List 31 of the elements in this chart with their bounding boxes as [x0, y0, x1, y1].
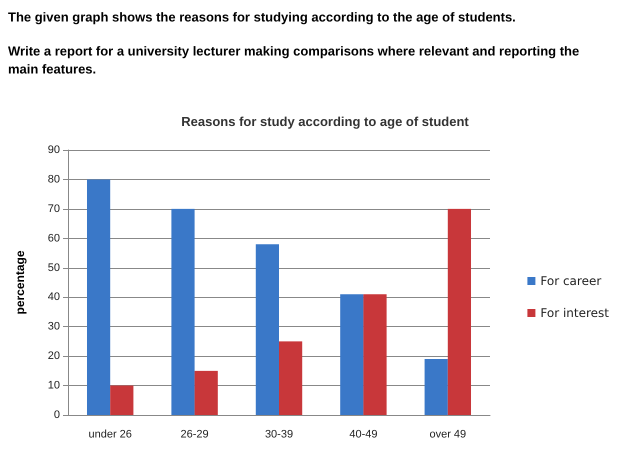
x-tick-label: over 49 [429, 428, 466, 440]
bar [363, 294, 387, 415]
bar [424, 359, 448, 415]
y-tick-label: 90 [48, 144, 60, 156]
text: The given graph shows the reasons for studying according to the age of students. [8, 10, 516, 24]
y-tick-label: 30 [48, 320, 60, 333]
x-tick-label: 26-29 [180, 428, 209, 440]
bar [448, 208, 472, 415]
y-tick-label: 20 [48, 350, 60, 362]
bar [171, 208, 195, 415]
y-tick-label: 10 [48, 380, 60, 392]
bar [256, 244, 279, 415]
bar [340, 294, 364, 415]
y-tick-label: 70 [48, 202, 60, 215]
y-axis-title: percentage [13, 250, 27, 315]
chart-title: Reasons for study according to age of student [181, 114, 470, 129]
bar [86, 179, 110, 415]
y-tick-label: 80 [48, 173, 60, 186]
legend-label: For career [540, 274, 602, 288]
bar [110, 386, 134, 415]
text: Write a report for a university lecturer making comparisons where relevant and reporting the main features. [8, 44, 583, 76]
x-tick-label: under 26 [88, 428, 132, 440]
y-tick-label: 40 [48, 291, 60, 304]
y-tick-label: 60 [48, 232, 60, 244]
y-tick-label: 50 [48, 262, 60, 274]
bar [279, 341, 302, 415]
x-tick-label: 30-39 [264, 428, 294, 440]
y-tick-label: 0 [54, 409, 60, 421]
bar [194, 370, 218, 415]
x-tick-label: 40-49 [349, 428, 378, 440]
legend-label: For interest [540, 306, 610, 320]
